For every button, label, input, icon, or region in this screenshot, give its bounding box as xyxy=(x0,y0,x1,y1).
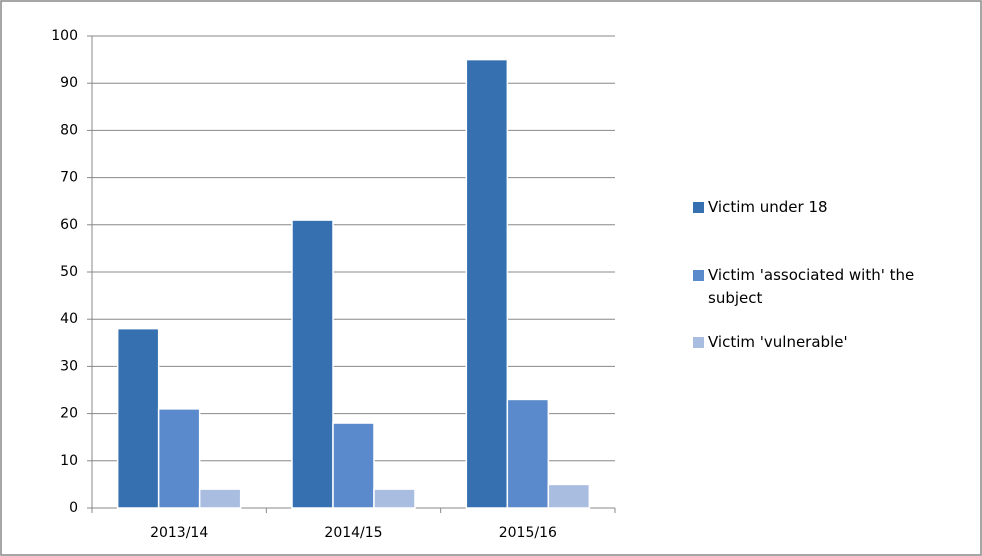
legend-item: Victim 'associated with' the subject xyxy=(693,264,973,310)
bar xyxy=(116,327,160,509)
bar xyxy=(506,398,550,509)
bar xyxy=(157,408,201,509)
bar xyxy=(465,58,509,509)
legend-item: Victim 'vulnerable' xyxy=(693,331,973,354)
bar xyxy=(198,488,242,509)
legend-label: Victim under 18 xyxy=(708,198,828,216)
y-tick-label: 30 xyxy=(60,358,78,374)
bar xyxy=(291,219,334,509)
y-tick-label: 100 xyxy=(51,28,78,44)
bar xyxy=(373,488,416,509)
bar xyxy=(332,422,375,509)
y-tick-label: 10 xyxy=(60,453,78,469)
y-tick-label: 50 xyxy=(60,264,78,280)
bar xyxy=(547,483,591,509)
legend-swatch xyxy=(693,270,704,281)
y-tick-label: 0 xyxy=(69,500,78,516)
y-tick-label: 90 xyxy=(60,75,78,91)
y-tick-label: 70 xyxy=(60,170,78,186)
y-tick-label: 60 xyxy=(60,217,78,233)
x-tick-label: 2013/14 xyxy=(150,525,208,541)
x-tick-label: 2014/15 xyxy=(324,525,382,541)
legend-label: Victim 'associated with' the subject xyxy=(708,266,915,307)
y-tick-label: 80 xyxy=(60,122,78,138)
x-tick-label: 2015/16 xyxy=(499,525,557,541)
y-tick-label: 40 xyxy=(60,311,78,327)
legend-item: Victim under 18 xyxy=(693,196,973,219)
y-tick-label: 20 xyxy=(60,406,78,422)
legend-label: Victim 'vulnerable' xyxy=(708,333,848,351)
legend-swatch xyxy=(693,202,704,213)
legend-swatch xyxy=(693,337,704,348)
